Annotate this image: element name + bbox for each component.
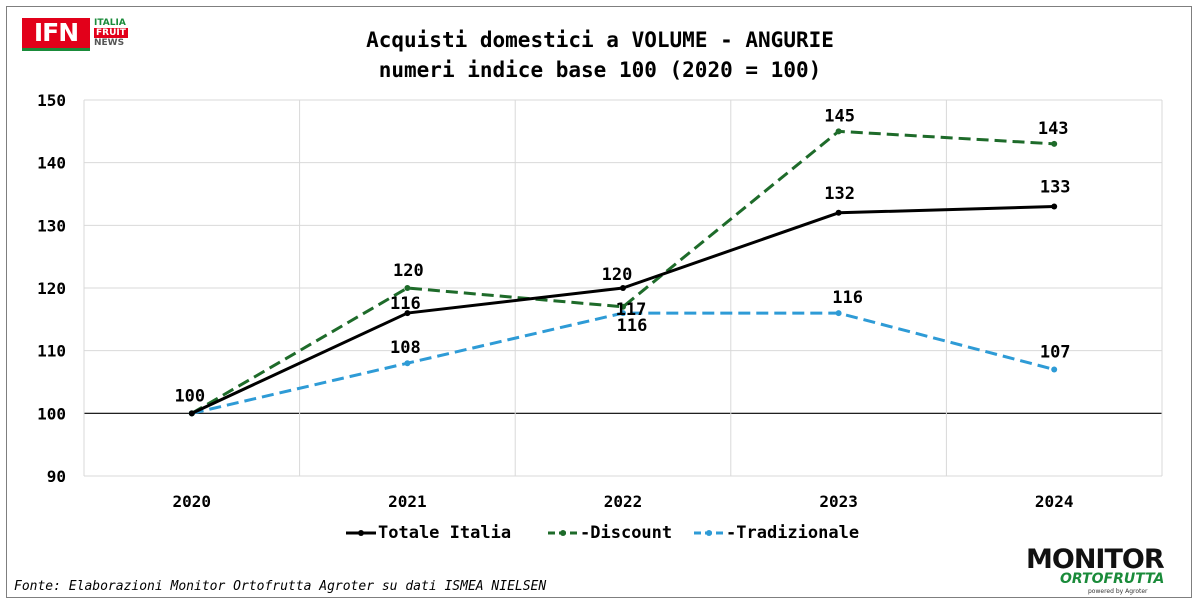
legend-label-tradizionale-text: Tradizionale xyxy=(736,523,860,543)
chart-series xyxy=(188,128,1058,417)
ifn-logo-text: ITALIA FRUIT NEWS xyxy=(94,18,142,48)
point-discount-2022 xyxy=(620,303,626,310)
data-labels: 100 116 120 132 133 120 117 145 143 108 116 116 107 xyxy=(174,106,1070,406)
legend-swatch-totale-italia xyxy=(346,530,376,536)
x-axis-ticks: 2020 2021 2022 2023 2024 xyxy=(173,492,1074,511)
data-label-totale-italia-2021: 116 xyxy=(390,294,421,314)
ifn-logo-mark: IFN xyxy=(22,18,90,51)
y-tick-label-140: 140 xyxy=(37,154,66,173)
monitor-logo-main: MONITOR xyxy=(1026,544,1165,575)
chart-legend: Totale Italia -Discount -Tradizionale xyxy=(0,522,1200,546)
chart-grid xyxy=(83,99,1163,477)
point-discount-2023 xyxy=(835,128,842,135)
legend-swatch-tradizionale xyxy=(694,530,724,536)
data-label-tradizionale-2024: 107 xyxy=(1040,342,1071,362)
monitor-logo-powered: powered by Agroter xyxy=(1088,588,1148,595)
y-axis-ticks: 90 100 110 120 130 140 150 xyxy=(37,91,66,486)
x-tick-label-2022: 2022 xyxy=(604,492,643,511)
chart-frame xyxy=(6,6,1192,598)
series-line-discount xyxy=(191,129,1055,415)
y-tick-label-90: 90 xyxy=(47,467,66,486)
source-note: Fonte: Elaborazioni Monitor Ortofrutta A… xyxy=(14,579,547,594)
point-tradizionale-2021 xyxy=(404,360,411,367)
y-tick-label-120: 120 xyxy=(37,279,66,298)
data-label-totale-italia-2022: 120 xyxy=(602,265,633,285)
data-label-tradizionale-2021: 108 xyxy=(390,338,421,358)
point-totale-italia-2021 xyxy=(404,310,411,317)
data-label-discount-2024: 143 xyxy=(1038,119,1069,139)
point-totale-italia-2020 xyxy=(188,410,195,417)
data-label-totale-italia-2023: 132 xyxy=(824,184,855,204)
legend-swatch-discount xyxy=(548,530,578,536)
data-label-totale-italia-2020: 100 xyxy=(174,386,205,406)
data-label-discount-2023: 145 xyxy=(824,106,855,126)
legend-label-discount-text: Discount xyxy=(590,523,673,543)
data-label-totale-italia-2024: 133 xyxy=(1040,178,1071,198)
ifn-logo-line3: NEWS xyxy=(94,38,125,48)
point-discount-2024 xyxy=(1051,140,1058,147)
x-tick-label-2023: 2023 xyxy=(819,492,858,511)
data-label-tradizionale-2022: 116 xyxy=(617,316,648,336)
y-tick-label-100: 100 xyxy=(37,404,66,423)
legend-label-discount: -Discount xyxy=(580,523,673,543)
legend-label-tradizionale: -Tradizionale xyxy=(726,523,860,543)
chart-subtitle: numeri indice base 100 (2020 = 100) xyxy=(378,58,822,82)
x-tick-label-2020: 2020 xyxy=(173,492,212,511)
point-totale-italia-2024 xyxy=(1051,203,1058,210)
x-tick-label-2021: 2021 xyxy=(388,492,427,511)
point-tradizionale-2022 xyxy=(620,310,626,317)
point-totale-italia-2023 xyxy=(835,209,842,216)
point-tradizionale-2024 xyxy=(1051,366,1058,373)
data-label-tradizionale-2023: 116 xyxy=(832,288,863,308)
italia-fruit-news-logo: IFN ITALIA FRUIT NEWS xyxy=(22,18,142,51)
point-totale-italia-2022 xyxy=(620,285,626,291)
ifn-logo-line1: ITALIA xyxy=(94,18,126,28)
point-tradizionale-2023 xyxy=(835,310,842,317)
y-tick-label-110: 110 xyxy=(37,342,66,361)
data-label-discount-2022: 117 xyxy=(616,300,647,320)
ifn-logo-line2: FRUIT xyxy=(94,28,128,38)
chart-title: Acquisti domestici a VOLUME - ANGURIE xyxy=(366,28,834,52)
legend-label-totale-italia: Totale Italia xyxy=(378,523,512,543)
monitor-ortofrutta-logo: MONITOR ORTOFRUTTA powered by Agroter xyxy=(1026,544,1186,595)
data-label-discount-2021: 120 xyxy=(393,261,424,281)
x-tick-label-2024: 2024 xyxy=(1035,492,1074,511)
monitor-logo-sub: ORTOFRUTTA xyxy=(1060,571,1165,587)
point-discount-2021 xyxy=(404,285,411,291)
y-tick-label-150: 150 xyxy=(37,91,66,110)
y-tick-label-130: 130 xyxy=(37,216,66,235)
